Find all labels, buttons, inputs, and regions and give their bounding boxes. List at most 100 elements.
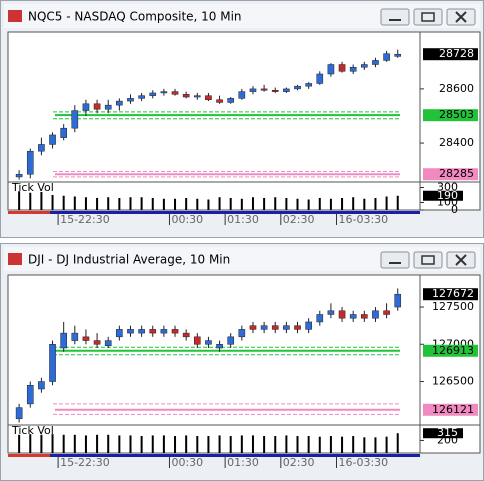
candle-body xyxy=(372,310,379,319)
last-price-label: 127672 xyxy=(432,287,474,300)
candle-body xyxy=(15,407,23,420)
candle-body xyxy=(193,336,201,345)
candle-body xyxy=(316,314,324,323)
candle-body xyxy=(82,336,90,341)
candle-body xyxy=(26,150,34,175)
level-tag-label: 28503 xyxy=(439,108,474,121)
candle-body xyxy=(294,325,301,330)
level-tag xyxy=(423,168,478,181)
last-price-tag xyxy=(423,48,478,61)
candle-body xyxy=(182,332,190,338)
candle-body xyxy=(149,329,157,334)
x-tick-label: 00:30 xyxy=(171,213,203,226)
candle-body xyxy=(104,104,112,110)
y-tick-label: 126500 xyxy=(432,375,474,388)
candle-body xyxy=(238,329,246,338)
volume-label: Tick Vol xyxy=(11,181,54,194)
candle-body xyxy=(138,95,145,99)
level-tag-label: 126121 xyxy=(432,403,474,416)
x-tick-label: 01:30 xyxy=(227,456,259,469)
time-axis xyxy=(8,454,420,468)
candle-body xyxy=(260,325,268,330)
candle-body xyxy=(327,64,335,75)
last-volume-label: 190 xyxy=(437,189,458,202)
candle-body xyxy=(127,98,134,102)
candle-body xyxy=(249,325,257,330)
candle-body xyxy=(305,321,312,330)
restore-button[interactable] xyxy=(413,8,443,26)
candle-body xyxy=(127,329,134,334)
candle-body xyxy=(104,340,112,347)
candle-body xyxy=(138,329,145,334)
candle-body xyxy=(394,53,402,57)
volume-y-tick-label: 0 xyxy=(451,203,458,216)
candle-body xyxy=(349,314,357,319)
candle-body xyxy=(26,385,34,405)
candle-body xyxy=(205,95,212,100)
session-bar-red xyxy=(8,211,50,214)
candle-body xyxy=(283,325,290,330)
candle-body xyxy=(305,83,312,87)
candle-body xyxy=(383,310,390,315)
candle-body xyxy=(171,91,179,95)
session-bar-red xyxy=(8,454,50,457)
candle-body xyxy=(160,329,168,334)
x-tick-label: 15-22:30 xyxy=(60,456,110,469)
candle-body xyxy=(116,100,123,106)
candle-body xyxy=(238,91,246,99)
candle-body xyxy=(227,336,235,345)
plot-area xyxy=(7,31,421,211)
candle-body xyxy=(60,127,67,138)
candle-body xyxy=(271,325,279,330)
candle-body xyxy=(171,329,179,334)
candle-body xyxy=(327,310,335,315)
candle-body xyxy=(149,92,157,96)
level-tag-label: 28285 xyxy=(439,167,474,180)
app-icon xyxy=(8,253,22,265)
candle-body xyxy=(205,340,212,345)
y-tick-label: 127500 xyxy=(432,300,474,313)
candle-body xyxy=(71,332,79,341)
minimize-button[interactable] xyxy=(380,251,410,269)
candle-body xyxy=(271,89,279,92)
last-price-tag xyxy=(423,288,478,301)
candle-body xyxy=(38,381,45,390)
restore-button[interactable] xyxy=(413,251,443,269)
last-volume-tag xyxy=(423,190,463,201)
candle-body xyxy=(361,64,368,68)
y-tick-label: 28600 xyxy=(439,82,474,95)
candle-body xyxy=(394,293,402,308)
candle-body xyxy=(361,314,368,319)
level-tag xyxy=(423,403,478,416)
candle-body xyxy=(182,94,190,98)
session-bar-blue xyxy=(50,211,420,214)
x-tick-label: 02:30 xyxy=(283,456,315,469)
candle-body xyxy=(15,173,23,178)
candle-body xyxy=(338,64,346,72)
x-tick-label: 01:30 xyxy=(227,213,259,226)
candle-body xyxy=(93,103,101,110)
candle-body xyxy=(349,66,357,72)
x-tick-label: 16-03:30 xyxy=(338,456,388,469)
candle-body xyxy=(283,88,290,92)
level-tag xyxy=(423,109,478,122)
y-tick-label: 28400 xyxy=(439,136,474,149)
x-tick-label: 00:30 xyxy=(171,456,203,469)
last-volume-tag xyxy=(423,428,463,439)
candle-body xyxy=(49,134,56,145)
x-tick-label: 16-03:30 xyxy=(338,213,388,226)
last-price-label: 28728 xyxy=(439,47,474,60)
candle-body xyxy=(160,91,168,94)
candle-body xyxy=(49,344,56,382)
candle-body xyxy=(116,329,123,338)
x-tick-label: 02:30 xyxy=(283,213,315,226)
last-volume-label: 315 xyxy=(437,426,458,439)
plot-area xyxy=(7,274,421,454)
candle-body xyxy=(260,88,268,91)
minimize-button[interactable] xyxy=(380,8,410,26)
candle-body xyxy=(316,73,324,84)
candle-body xyxy=(60,332,67,349)
volume-y-tick-label: 300 xyxy=(437,181,458,194)
level-tag xyxy=(423,344,478,357)
